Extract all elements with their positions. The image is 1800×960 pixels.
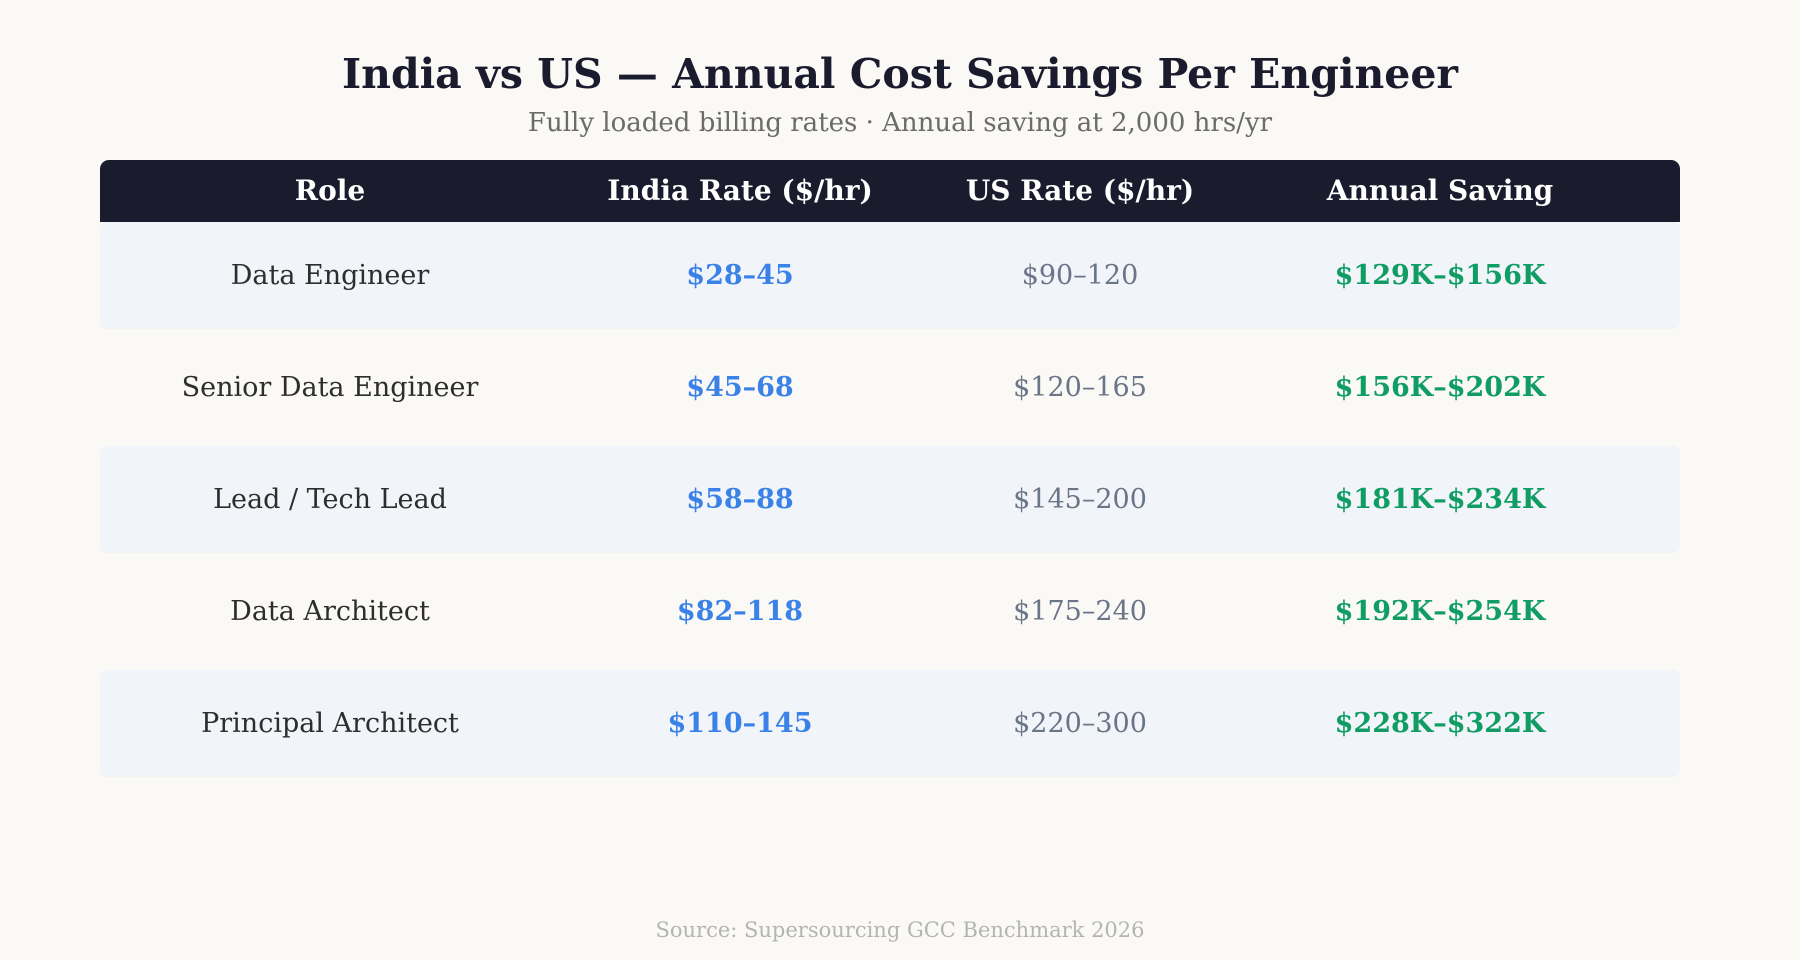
role-cell: Data Architect [230, 596, 430, 627]
column-header-role: Role [294, 174, 366, 207]
india-rate-cell: $45–68 [686, 372, 794, 403]
annual-saving-cell: $228K–$322K [1334, 708, 1546, 739]
comparison-table: Role India Rate ($/hr) US Rate ($/hr) An… [100, 160, 1680, 782]
role-cell: Senior Data Engineer [181, 372, 479, 403]
column-header-annual-saving: Annual Saving [1326, 174, 1554, 207]
role-cell: Principal Architect [201, 708, 459, 739]
column-header-india-rate: India Rate ($/hr) [607, 174, 873, 207]
us-rate-cell: $120–165 [1013, 372, 1147, 403]
india-rate-cell: $58–88 [686, 484, 794, 515]
page-title: India vs US — Annual Cost Savings Per En… [341, 50, 1459, 98]
page-subtitle: Fully loaded billing rates · Annual savi… [527, 108, 1273, 138]
role-cell: Lead / Tech Lead [213, 484, 447, 515]
column-header-us-rate: US Rate ($/hr) [965, 174, 1195, 207]
us-rate-cell: $175–240 [1013, 596, 1147, 627]
table-header: Role India Rate ($/hr) US Rate ($/hr) An… [100, 160, 1680, 222]
india-rate-cell: $82–118 [676, 596, 804, 627]
us-rate-cell: $90–120 [1021, 260, 1139, 291]
annual-saving-cell: $181K–$234K [1334, 484, 1546, 515]
annual-saving-cell: $192K–$254K [1334, 596, 1546, 627]
table-row: Data Architect $82–118 $175–240 $192K–$2… [100, 558, 1680, 665]
us-rate-cell: $220–300 [1013, 708, 1147, 739]
india-rate-cell: $110–145 [667, 708, 813, 739]
table-row: Senior Data Engineer $45–68 $120–165 $15… [100, 334, 1680, 441]
role-cell: Data Engineer [230, 260, 430, 291]
table-row: Principal Architect $110–145 $220–300 $2… [100, 670, 1680, 777]
table-row: Data Engineer $28–45 $90–120 $129K–$156K [100, 222, 1680, 329]
table-row: Lead / Tech Lead $58–88 $145–200 $181K–$… [100, 446, 1680, 553]
us-rate-cell: $145–200 [1013, 484, 1147, 515]
annual-saving-cell: $156K–$202K [1334, 372, 1546, 403]
source-note: Source: Supersourcing GCC Benchmark 2026 [655, 918, 1145, 942]
annual-saving-cell: $129K–$156K [1334, 260, 1546, 291]
india-rate-cell: $28–45 [686, 260, 794, 291]
